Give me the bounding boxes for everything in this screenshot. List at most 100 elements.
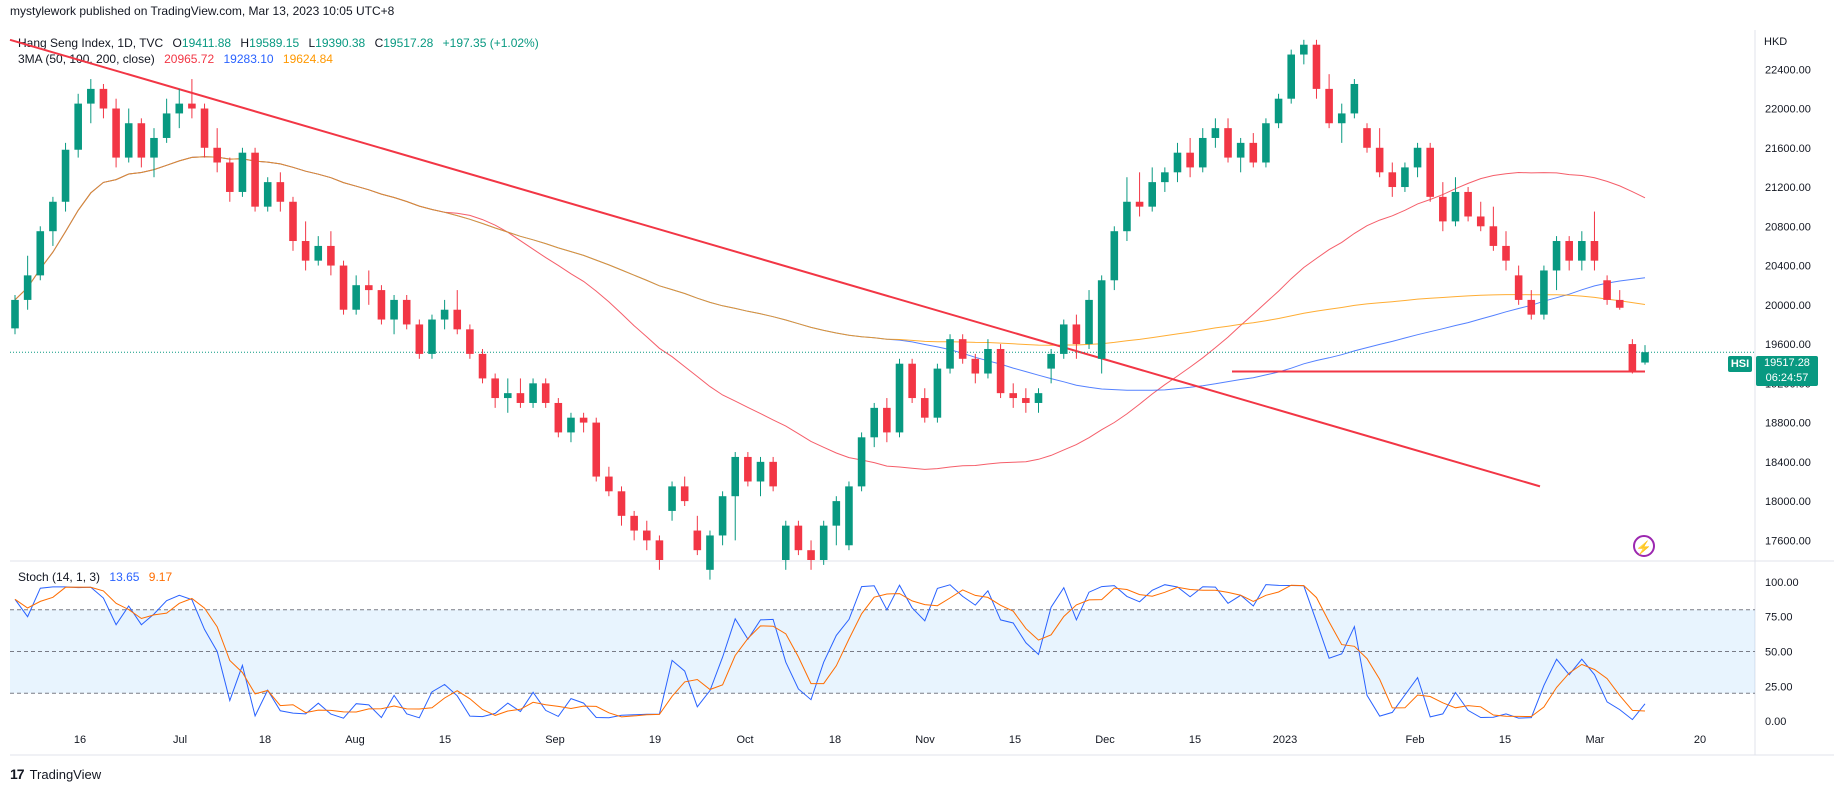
- close-label: C: [374, 36, 384, 50]
- price-tick-label: 22400.00: [1765, 64, 1811, 76]
- candle-body: [466, 329, 474, 354]
- candle-body: [377, 290, 386, 320]
- ma50-line: [14, 156, 1646, 470]
- candle-body: [251, 152, 259, 207]
- candle-body: [1211, 128, 1220, 138]
- candle-body: [1439, 196, 1447, 222]
- candle-body: [971, 358, 980, 374]
- candle-body: [1198, 137, 1207, 168]
- candle-body: [718, 496, 727, 536]
- candle-body: [1337, 113, 1346, 124]
- candle-body: [289, 201, 297, 242]
- candle-body: [1641, 352, 1649, 363]
- candle-body: [11, 299, 19, 329]
- candle-body: [996, 348, 1005, 394]
- candle-body: [933, 368, 942, 418]
- candle-body: [1161, 172, 1169, 183]
- candle-body: [845, 486, 853, 546]
- stoch-tick-label: 0.00: [1765, 716, 1786, 728]
- price-tick-label: 21600.00: [1765, 143, 1811, 155]
- candle-body: [807, 550, 815, 560]
- candle-body: [1148, 182, 1156, 207]
- candle-body: [1135, 201, 1144, 207]
- candle-body: [49, 201, 57, 232]
- candle-body: [200, 108, 209, 148]
- last-price-box: 19517.28 06:24:57: [1756, 356, 1818, 386]
- candle-body: [1110, 231, 1119, 281]
- candle-body: [1590, 241, 1599, 261]
- candle-body: [1565, 241, 1573, 261]
- candle-body: [1047, 353, 1055, 369]
- candle-body: [61, 149, 70, 202]
- time-tick-label: Aug: [345, 734, 365, 746]
- candle-body: [188, 103, 196, 109]
- stoch-d-value: 9.17: [148, 570, 173, 584]
- high-label: H: [240, 36, 250, 50]
- symbol-legend: Hang Seng Index, 1D, TVC O19411.88 H1958…: [18, 36, 539, 50]
- candle-body: [1603, 280, 1611, 300]
- candle-body: [1628, 344, 1637, 372]
- candle-body: [1426, 147, 1434, 197]
- time-tick-label: Jul: [173, 734, 187, 746]
- ma-label: 3MA (50, 100, 200, close): [18, 52, 155, 66]
- time-tick-label: Oct: [736, 734, 753, 746]
- ma-legend: 3MA (50, 100, 200, close) 20965.72 19283…: [18, 52, 333, 66]
- close-value: 19517.28: [383, 36, 434, 50]
- candle-body: [162, 113, 171, 138]
- candle-body: [339, 265, 348, 310]
- open-label: O: [172, 36, 182, 50]
- candle-body: [1085, 299, 1093, 345]
- candle-body: [1476, 216, 1485, 227]
- candle-body: [301, 241, 310, 261]
- candle-body: [655, 540, 664, 560]
- candle-body: [36, 231, 45, 276]
- currency-label: HKD: [1764, 36, 1788, 48]
- candle-body: [693, 530, 702, 551]
- candle-body: [112, 108, 120, 158]
- candle-body: [1552, 241, 1561, 271]
- candle-body: [1615, 299, 1624, 308]
- ma200-line: [14, 156, 1646, 346]
- price-tick-label: 22000.00: [1765, 104, 1811, 116]
- candle-body: [1540, 270, 1548, 315]
- time-tick-label: Dec: [1095, 734, 1115, 746]
- candle-body: [238, 152, 247, 192]
- ma100-value: 19283.10: [223, 52, 274, 66]
- candle-body: [1186, 152, 1194, 168]
- candle-body: [137, 123, 146, 158]
- candle-body: [226, 162, 234, 192]
- candle-body: [1312, 44, 1321, 89]
- lightning-icon[interactable]: ⚡: [1633, 535, 1655, 557]
- tradingview-logo-text: TradingView: [29, 766, 102, 782]
- candle-body: [567, 417, 575, 433]
- tradingview-logo-mark: 17: [10, 766, 25, 782]
- candle-body: [1325, 88, 1333, 124]
- time-tick-label: 15: [439, 734, 451, 746]
- time-tick-label: 15: [1189, 734, 1201, 746]
- stoch-tick-label: 50.00: [1765, 647, 1793, 659]
- candle-body: [1375, 147, 1384, 173]
- candle-body: [1022, 398, 1030, 403]
- candle-body: [1464, 191, 1472, 217]
- candle-body: [617, 491, 626, 516]
- candle-body: [668, 486, 676, 511]
- candle-body: [365, 285, 373, 291]
- candle-body: [23, 275, 32, 300]
- stoch-k-line: [14, 584, 1646, 721]
- candle-body: [744, 456, 752, 482]
- candle-body: [769, 461, 777, 487]
- candle-body: [554, 402, 563, 433]
- time-tick-label: 18: [829, 734, 841, 746]
- candle-body: [453, 309, 462, 330]
- candle-body: [946, 339, 954, 369]
- candle-body: [756, 461, 765, 482]
- candle-body: [832, 501, 841, 526]
- time-tick-label: 16: [74, 734, 86, 746]
- price-tick-label: 20400.00: [1765, 261, 1811, 273]
- candle-body: [1262, 123, 1270, 163]
- candle-body: [516, 393, 525, 403]
- candle-body: [1401, 167, 1409, 188]
- candle-body: [895, 363, 904, 433]
- tradingview-logo[interactable]: 17 TradingView: [10, 766, 101, 782]
